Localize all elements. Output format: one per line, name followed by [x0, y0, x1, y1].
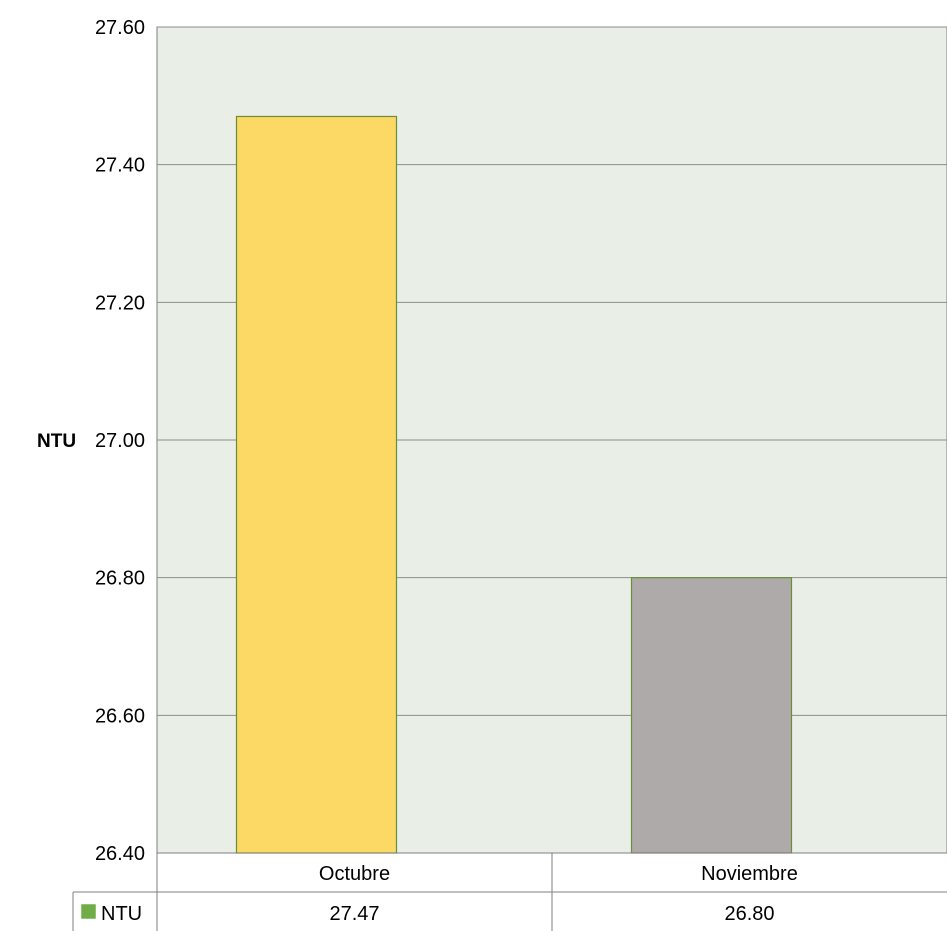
y-tick-label: 27.40 — [95, 155, 145, 177]
x-category-label: Noviembre — [701, 863, 798, 885]
y-tick-label: 26.60 — [95, 705, 145, 727]
y-axis-ticks: 26.40 26.60 26.80 27.00 27.20 27.40 27.60 — [95, 17, 145, 865]
data-value-label: 26.80 — [724, 903, 774, 925]
y-tick-label: 27.60 — [95, 17, 145, 39]
legend-series-name: NTU — [101, 903, 142, 925]
bar-noviembre — [630, 577, 793, 854]
legend-swatch — [80, 903, 97, 920]
bars — [235, 115, 793, 854]
y-tick-label: 26.40 — [95, 843, 145, 865]
data-table: Octubre 27.47 Noviembre 26.80 NTU — [72, 852, 947, 931]
y-tick-label: 27.20 — [95, 292, 145, 314]
x-category-label: Octubre — [319, 863, 390, 885]
data-value-label: 27.47 — [329, 903, 379, 925]
y-tick-label: 26.80 — [95, 568, 145, 590]
bar-octubre — [235, 115, 398, 854]
y-tick-label: 27.00 — [95, 430, 145, 452]
y-axis-label: NTU — [37, 431, 76, 452]
